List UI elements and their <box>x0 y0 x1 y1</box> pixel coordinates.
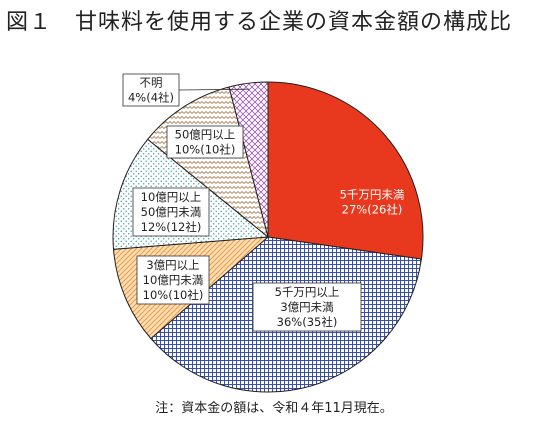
slice-label-box <box>132 187 210 237</box>
slice-label-line: 4%(4社) <box>128 91 174 105</box>
slice-label-line: 50億円以上 <box>175 128 236 142</box>
slice-label-box <box>252 282 362 332</box>
slice-label-line: 3億円未満 <box>280 300 333 314</box>
pie-slice <box>228 81 269 238</box>
slice-label-box <box>136 255 210 305</box>
chart-title: 図１ 甘味料を使用する企業の資本金額の構成比 <box>6 10 513 35</box>
pie-slice <box>267 81 424 260</box>
chart-note: 注：資本金の額は、令和４年11月現在。 <box>155 401 393 416</box>
slice-label-box <box>166 125 244 159</box>
leader-line <box>178 88 250 91</box>
slice-label-line: 12%(12社) <box>141 220 202 234</box>
slice-label-line: 10%(10社) <box>143 288 204 302</box>
slice-label-line: 36%(35社) <box>277 315 338 329</box>
slice-label-line: 10億円以上 <box>141 190 202 204</box>
slice-label-line: 50億円未満 <box>141 205 202 219</box>
slice-label-line: 不明 <box>140 76 163 90</box>
pie-slice <box>146 86 269 239</box>
slice-label-line: 10%(10社) <box>175 143 236 157</box>
slice-label-line: 3億円以上 <box>146 258 199 272</box>
slice-label-box <box>122 73 180 107</box>
slice-label-line: 5千万円未満 <box>340 188 405 202</box>
slice-label-line: 5千万円以上 <box>275 285 340 299</box>
slice-label-line: 10億円未満 <box>143 273 204 287</box>
slice-label-line: 27%(26社) <box>342 203 403 217</box>
